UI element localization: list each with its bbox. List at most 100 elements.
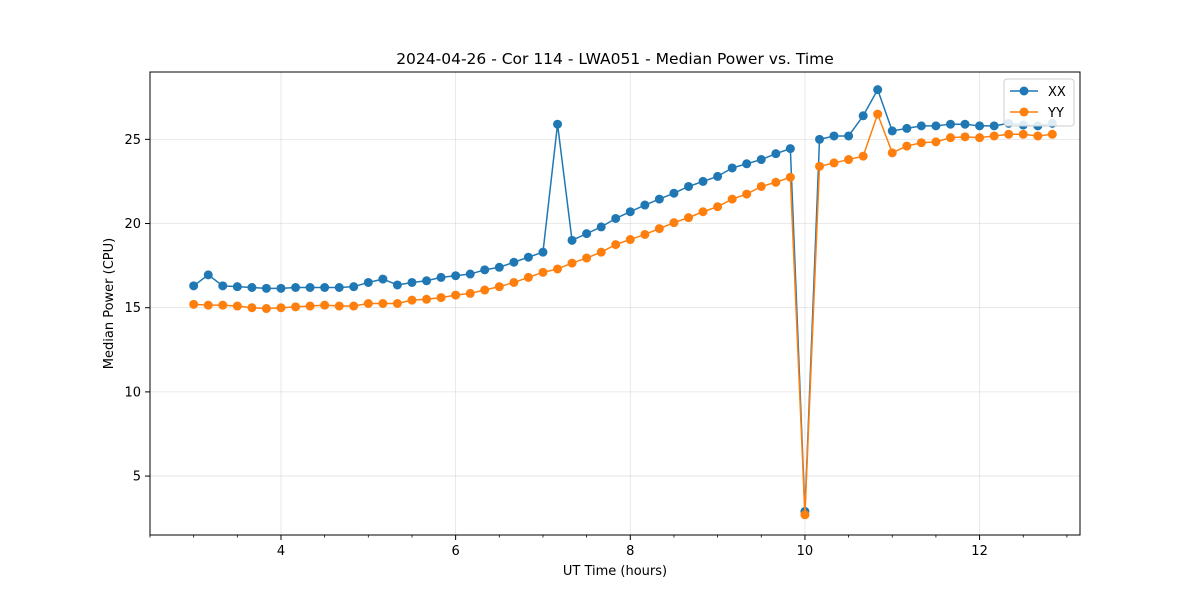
x-tick-label: 12 (971, 544, 988, 559)
data-point-xx (494, 262, 504, 272)
data-point-xx (625, 207, 635, 217)
x-tick-label: 4 (277, 544, 285, 559)
data-point-xx (189, 281, 199, 291)
data-point-yy (203, 300, 213, 310)
data-point-xx (305, 283, 315, 293)
legend-label-yy: YY (1047, 106, 1064, 121)
data-point-yy (829, 158, 839, 168)
data-point-xx (771, 149, 781, 159)
data-point-xx (829, 131, 839, 141)
data-point-yy (625, 235, 635, 245)
data-point-yy (727, 194, 737, 204)
y-tick-label: 10 (124, 385, 141, 400)
data-point-yy (815, 161, 825, 171)
data-point-yy (305, 301, 315, 311)
legend-label-xx: XX (1048, 85, 1066, 100)
data-point-yy (596, 247, 606, 257)
data-point-yy (189, 299, 199, 309)
data-point-yy (945, 133, 955, 143)
data-point-yy (436, 293, 446, 303)
data-point-xx (582, 229, 592, 239)
data-point-yy (800, 510, 810, 520)
data-point-xx (261, 283, 271, 293)
data-point-xx (858, 111, 868, 121)
legend-marker-yy (1019, 107, 1029, 117)
y-tick-label: 20 (124, 217, 141, 232)
x-tick-label: 10 (797, 544, 814, 559)
data-point-yy (422, 294, 432, 304)
data-point-yy (1018, 129, 1028, 139)
data-point-xx (960, 119, 970, 129)
data-point-yy (232, 301, 242, 311)
legend: XX YY (1003, 78, 1075, 127)
data-point-yy (654, 224, 664, 234)
data-point-yy (247, 303, 257, 313)
data-point-xx (640, 200, 650, 210)
data-point-xx (203, 270, 213, 280)
data-point-yy (931, 137, 941, 147)
data-point-xx (378, 274, 388, 284)
data-point-xx (480, 265, 490, 275)
data-point-xx (247, 283, 257, 293)
data-point-yy (465, 288, 475, 298)
data-point-yy (698, 207, 708, 217)
x-tick-label: 8 (626, 544, 634, 559)
data-point-yy (713, 202, 723, 212)
data-point-yy (261, 304, 271, 314)
data-point-xx (756, 155, 766, 165)
data-point-xx (887, 126, 897, 136)
data-point-yy (887, 148, 897, 158)
data-point-yy (1004, 129, 1014, 139)
data-point-xx (349, 282, 359, 292)
data-point-xx (902, 123, 912, 133)
data-point-xx (392, 280, 402, 290)
data-point-yy (960, 132, 970, 142)
chart-title: 2024-04-26 - Cor 114 - LWA051 - Median P… (396, 50, 834, 68)
data-point-yy (611, 240, 621, 250)
data-point-yy (451, 290, 461, 300)
data-point-xx (815, 134, 825, 144)
data-point-yy (1033, 131, 1043, 141)
data-point-yy (567, 258, 577, 268)
data-point-yy (480, 285, 490, 295)
data-point-yy (916, 138, 926, 148)
data-point-xx (654, 194, 664, 204)
data-point-xx (538, 247, 548, 257)
data-point-xx (334, 283, 344, 293)
plot-frame (149, 71, 1081, 536)
data-point-yy (349, 301, 359, 311)
axes: 4 6 8 10 12 5 10 15 20 25 (124, 133, 1068, 559)
data-point-yy (640, 229, 650, 239)
data-point-xx (363, 277, 373, 287)
data-point-xx (727, 163, 737, 173)
y-tick-label: 5 (133, 470, 141, 485)
data-point-xx (669, 188, 679, 198)
data-point-yy (392, 299, 402, 308)
data-point-yy (509, 277, 519, 287)
data-point-yy (523, 272, 533, 282)
legend-marker-xx (1019, 86, 1029, 96)
data-point-xx (232, 282, 242, 292)
data-point-yy (334, 301, 344, 311)
data-point-xx (436, 272, 446, 282)
data-point-yy (873, 109, 883, 119)
data-point-yy (785, 172, 795, 182)
data-point-yy (858, 151, 868, 161)
data-point-yy (756, 181, 766, 191)
series-layer (189, 85, 1057, 520)
data-point-yy (989, 131, 999, 141)
data-point-xx (509, 257, 519, 267)
data-point-yy (1047, 129, 1057, 139)
data-point-yy (407, 295, 417, 305)
data-point-yy (276, 303, 286, 313)
data-point-yy (902, 141, 912, 151)
data-point-xx (451, 271, 461, 281)
data-point-xx (742, 159, 752, 169)
data-point-xx (873, 85, 883, 95)
y-axis-label: Median Power (CPU) (102, 238, 117, 369)
data-point-xx (916, 121, 926, 131)
data-point-yy (553, 264, 563, 274)
data-point-xx (407, 277, 417, 287)
